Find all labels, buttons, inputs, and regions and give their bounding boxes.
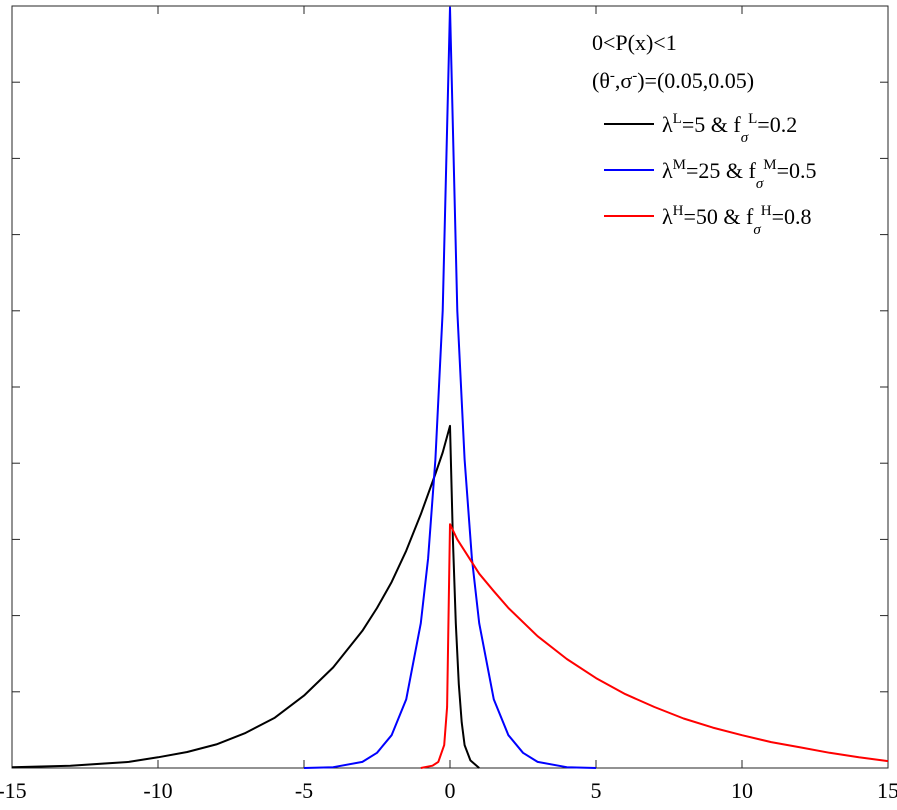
annotation-sigma-sup: -: [632, 68, 637, 84]
legend-label-2: λM=25 & fσM=0.5: [662, 157, 817, 192]
x-tick-label: 10: [731, 778, 753, 803]
x-tick-label: -5: [295, 778, 313, 803]
legend-annotation-p: 0<P(x)<1: [592, 30, 677, 55]
annotation-theta-sym: (θ: [592, 68, 610, 93]
x-tick-label: 5: [591, 778, 602, 803]
legend-label-3: λH=50 & fσH=0.8: [662, 203, 812, 238]
annotation-value: )=(0.05,0.05): [637, 68, 754, 93]
x-tick-label: 15: [877, 778, 897, 803]
annotation-sigma-sym: ,σ: [615, 68, 633, 93]
legend: 0<P(x)<1 (θ-,σ-)=(0.05,0.05) λL=5 & fσL=…: [592, 30, 817, 238]
legend-annotation-theta: (θ-,σ-)=(0.05,0.05): [592, 68, 754, 93]
legend-items: λL=5 & fσL=0.2 λM=25 & fσM=0.5 λH=50 & fσH…: [604, 111, 817, 238]
series-line-3: [420, 523, 889, 769]
x-tick-label: -10: [143, 778, 172, 803]
series-lines: [11, 6, 889, 769]
x-tick-label: 0: [445, 778, 456, 803]
series-line-2: [303, 6, 597, 769]
annotation-theta-sup: -: [610, 68, 615, 84]
series-line-1: [11, 424, 480, 769]
x-ticks: -15 -10 -5 0 5 10 15: [0, 6, 897, 803]
legend-label-1: λL=5 & fσL=0.2: [662, 111, 797, 146]
y-ticks: [12, 81, 888, 693]
x-tick-label: -15: [0, 778, 27, 803]
